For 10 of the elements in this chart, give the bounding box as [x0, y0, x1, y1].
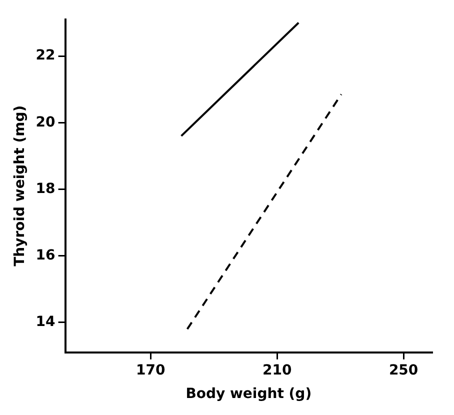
x-tick-label: 210	[262, 362, 292, 378]
x-tick-label: 250	[388, 362, 418, 378]
y-tick-label: 18	[36, 180, 56, 197]
y-tick-label: 14	[36, 314, 56, 330]
y-tick-label: 22	[36, 48, 56, 64]
x-tick-label: 170	[136, 362, 166, 378]
x-axis-title: Body weight (g)	[186, 386, 312, 402]
y-tick-label: 20	[36, 114, 56, 130]
y-tick-label: 16	[36, 247, 56, 264]
y-axis-title: Thyroid weight (mg)	[12, 105, 28, 266]
